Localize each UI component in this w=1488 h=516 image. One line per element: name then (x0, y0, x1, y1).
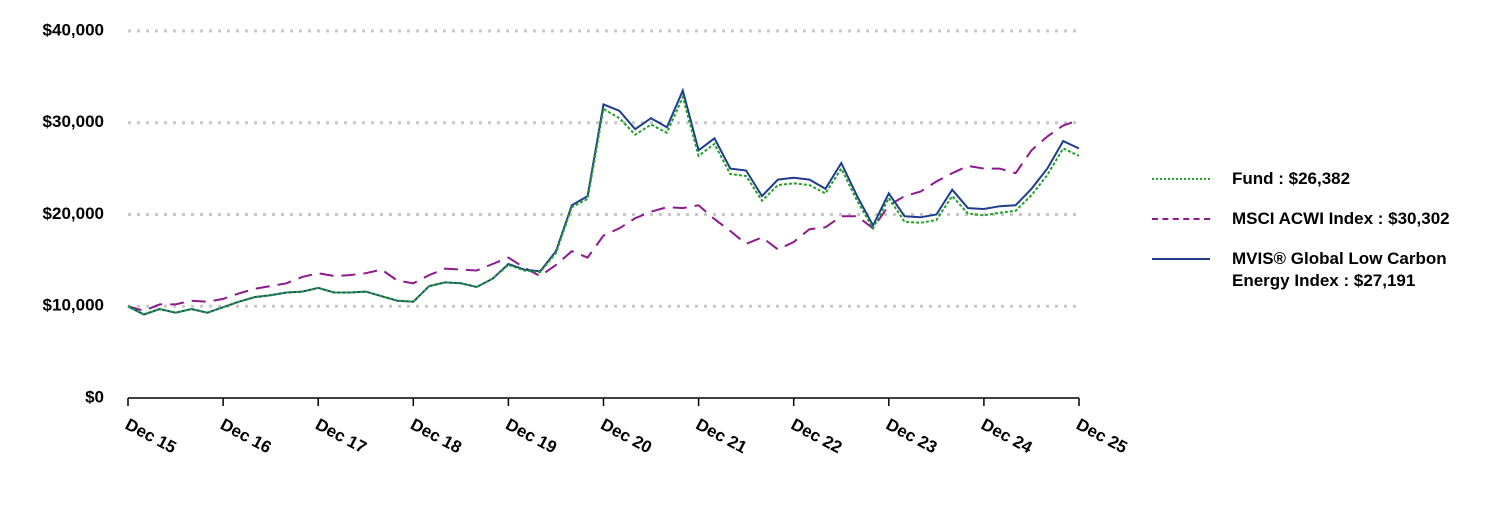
y-tick-label: $20,000 (43, 204, 104, 223)
legend: Fund : $26,382 MSCI ACWI Index : $30,302 M… (1152, 168, 1462, 310)
legend-key (1152, 218, 1210, 220)
legend-key (1152, 178, 1210, 180)
x-tick-label: Dec 15 (122, 415, 179, 458)
y-tick-label: $0 (85, 387, 104, 406)
x-tick-label: Dec 24 (978, 415, 1036, 458)
x-tick-label: Dec 20 (598, 415, 655, 458)
legend-item: Fund : $26,382 (1152, 168, 1462, 190)
series-line (127, 87, 1080, 316)
x-tick-label: Dec 22 (788, 415, 845, 458)
y-tick-label: $40,000 (43, 20, 104, 39)
y-tick-label: $10,000 (43, 296, 104, 315)
legend-label: Fund : $26,382 (1232, 169, 1351, 188)
series-line (127, 94, 1080, 316)
chart: $0 $10,000 $20,000 $30,000 $40,000 Dec 15 Dec … (43, 20, 1131, 458)
x-tick-label: Dec 23 (883, 415, 940, 458)
legend-label: MVIS® Global Low Carbon Energy Index : $… (1232, 249, 1447, 290)
x-tick-label: Dec 16 (217, 415, 274, 458)
x-tick-label: Dec 25 (1073, 415, 1130, 458)
legend-item: MVIS® Global Low Carbon Energy Index : $… (1152, 248, 1462, 292)
x-tick-label: Dec 19 (503, 415, 560, 458)
series-line (127, 119, 1080, 312)
x-tick-label: Dec 18 (407, 415, 464, 458)
y-tick-label: $30,000 (43, 112, 104, 131)
x-tick-label: Dec 17 (312, 415, 369, 458)
x-tick-label: Dec 21 (693, 415, 750, 458)
legend-label: MSCI ACWI Index : $30,302 (1232, 209, 1450, 228)
legend-key (1152, 258, 1210, 260)
legend-item: MSCI ACWI Index : $30,302 (1152, 208, 1462, 230)
